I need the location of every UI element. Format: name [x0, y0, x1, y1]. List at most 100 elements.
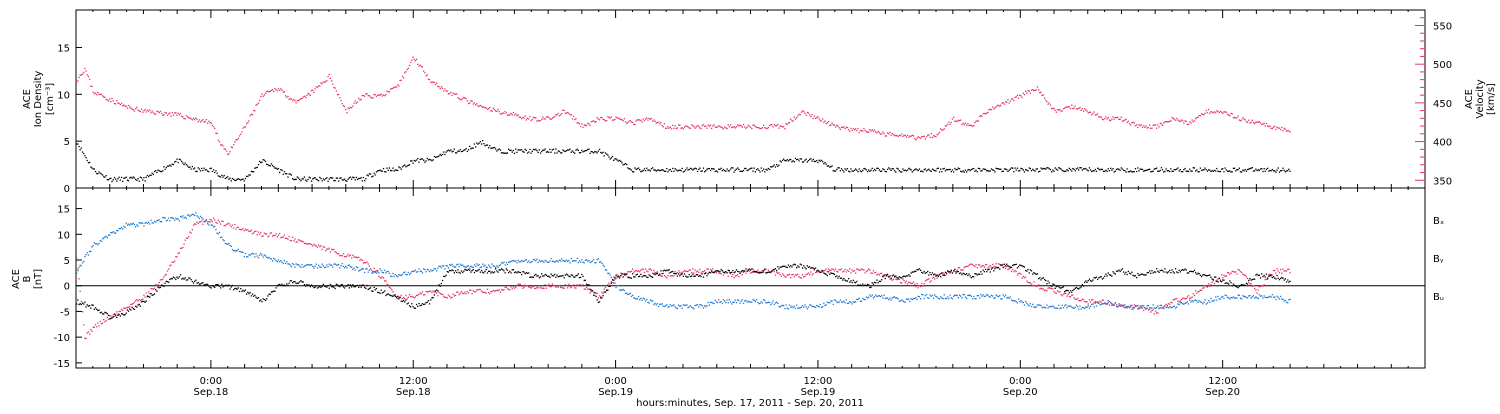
density-point: [471, 147, 472, 148]
bx-point: [679, 275, 680, 276]
velocity-point: [87, 74, 88, 75]
bx-point: [641, 276, 642, 277]
density-point: [1192, 171, 1193, 172]
by-point: [338, 264, 339, 265]
velocity-point: [89, 79, 90, 80]
velocity-point: [749, 126, 750, 127]
by-point: [1170, 307, 1171, 308]
by-point: [863, 299, 864, 300]
by-point: [555, 261, 556, 262]
velocity-point: [1073, 107, 1074, 108]
bz-point: [285, 238, 286, 239]
bz-point: [684, 270, 685, 271]
bz-point: [1076, 299, 1077, 300]
velocity-point: [305, 97, 306, 98]
bz-point: [460, 293, 461, 294]
density-point: [326, 177, 327, 178]
bx-point: [462, 272, 463, 273]
velocity-point: [1279, 128, 1280, 129]
velocity-point: [512, 114, 513, 115]
by-point: [822, 306, 823, 307]
velocity-point: [526, 119, 527, 120]
bz-point: [932, 278, 933, 279]
bz-point: [650, 268, 651, 269]
velocity-point: [612, 120, 613, 121]
velocity-point: [532, 119, 533, 120]
bx-point: [569, 276, 570, 277]
bz-point: [534, 288, 535, 289]
velocity-point: [100, 94, 101, 95]
density-point: [590, 153, 591, 154]
bx-point: [709, 272, 710, 273]
by-point: [578, 262, 579, 263]
by-point: [528, 260, 529, 261]
velocity-point: [390, 89, 391, 90]
by-point: [1262, 297, 1263, 298]
bz-point: [1166, 304, 1167, 305]
bz-point: [687, 271, 688, 272]
velocity-point: [687, 126, 688, 127]
bz-point: [604, 289, 605, 290]
density-point: [574, 153, 575, 154]
bz-point: [657, 271, 658, 272]
bx-point: [983, 270, 984, 271]
density-point: [1123, 170, 1124, 171]
bx-point: [684, 273, 685, 274]
velocity-point: [574, 119, 575, 120]
by-point: [1151, 307, 1152, 308]
bz-point: [776, 272, 777, 273]
velocity-point: [820, 120, 821, 121]
velocity-point: [1242, 117, 1243, 118]
by-point: [762, 302, 763, 303]
velocity-point: [464, 97, 465, 98]
bx-point: [263, 298, 264, 299]
velocity-point: [1204, 113, 1205, 114]
velocity-point: [640, 120, 641, 121]
density-point: [822, 161, 823, 162]
bz-point: [369, 265, 370, 266]
density-point: [870, 170, 871, 171]
bz-point: [738, 276, 739, 277]
by-point: [1209, 302, 1210, 303]
bx-point: [429, 303, 430, 304]
velocity-point: [998, 105, 999, 106]
density-point: [427, 158, 428, 159]
upper-right-tick-label: 350: [1433, 176, 1452, 187]
bx-point: [196, 283, 197, 284]
density-point: [306, 181, 307, 182]
velocity-point: [449, 93, 450, 94]
density-point: [84, 155, 85, 156]
density-point: [231, 180, 232, 181]
density-point: [1148, 169, 1149, 170]
density-point: [1055, 167, 1056, 168]
bx-point: [279, 284, 280, 285]
bx-point: [626, 273, 627, 274]
velocity-point: [823, 122, 824, 123]
bz-point: [383, 277, 384, 278]
bx-point: [822, 270, 823, 271]
bx-point: [1020, 265, 1021, 266]
bz-point: [281, 237, 282, 238]
density-point: [706, 169, 707, 170]
velocity-point: [1018, 98, 1019, 99]
by-point: [306, 264, 307, 265]
by-point: [237, 250, 238, 251]
density-point: [1169, 171, 1170, 172]
velocity-point: [697, 125, 698, 126]
density-point: [323, 178, 324, 179]
by-point: [110, 232, 111, 233]
bx-point: [683, 276, 684, 277]
velocity-point: [455, 94, 456, 95]
by-point: [767, 302, 768, 303]
density-point: [91, 167, 92, 168]
bx-point: [833, 273, 834, 274]
density-point: [854, 170, 855, 171]
velocity-point: [1190, 122, 1191, 123]
density-point: [376, 171, 377, 172]
velocity-point: [937, 134, 938, 135]
bz-point: [228, 223, 229, 224]
bz-point: [220, 224, 221, 225]
bz-point: [278, 235, 279, 236]
density-point: [128, 180, 129, 181]
velocity-point: [1010, 101, 1011, 102]
